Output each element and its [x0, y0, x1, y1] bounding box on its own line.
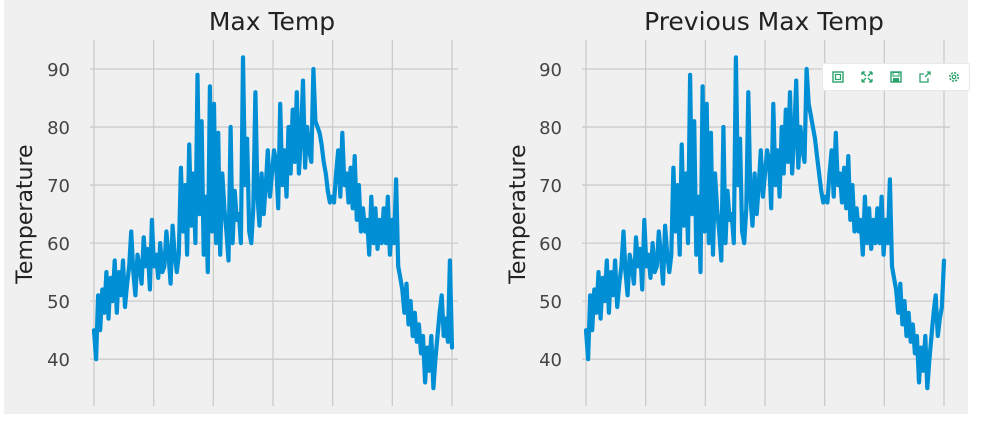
- y-tick-label: 60: [539, 234, 562, 255]
- zoom-box-button[interactable]: [827, 66, 849, 88]
- y-tick-label: 70: [47, 176, 70, 197]
- y-axis-label: Temperature: [13, 144, 38, 284]
- chart-title: Previous Max Temp: [644, 7, 884, 36]
- y-tick-label: 90: [47, 60, 70, 81]
- y-tick-label: 50: [539, 292, 562, 313]
- series-line: [583, 55, 947, 391]
- share-button[interactable]: [914, 66, 936, 88]
- save-icon: [890, 71, 902, 83]
- series-line: [91, 55, 455, 391]
- zoom-box-icon: [831, 71, 844, 83]
- y-tick-label: 80: [539, 118, 562, 139]
- share-icon: [919, 71, 931, 83]
- y-tick-label: 80: [47, 118, 70, 139]
- y-tick-label: 40: [47, 350, 70, 371]
- y-tick-label: 50: [47, 292, 70, 313]
- y-tick-label: 70: [539, 176, 562, 197]
- fit-expand-button[interactable]: [856, 66, 878, 88]
- settings-button[interactable]: [943, 66, 965, 88]
- plot-toolbar: [822, 63, 970, 91]
- fit-expand-icon: [861, 71, 873, 83]
- save-button[interactable]: [885, 66, 907, 88]
- y-axis-label: Temperature: [506, 144, 531, 284]
- y-tick-label: 60: [47, 234, 70, 255]
- gear-icon: [949, 72, 960, 82]
- y-tick-label: 40: [539, 350, 562, 371]
- chart-title: Max Temp: [209, 7, 335, 36]
- y-tick-label: 90: [539, 60, 562, 81]
